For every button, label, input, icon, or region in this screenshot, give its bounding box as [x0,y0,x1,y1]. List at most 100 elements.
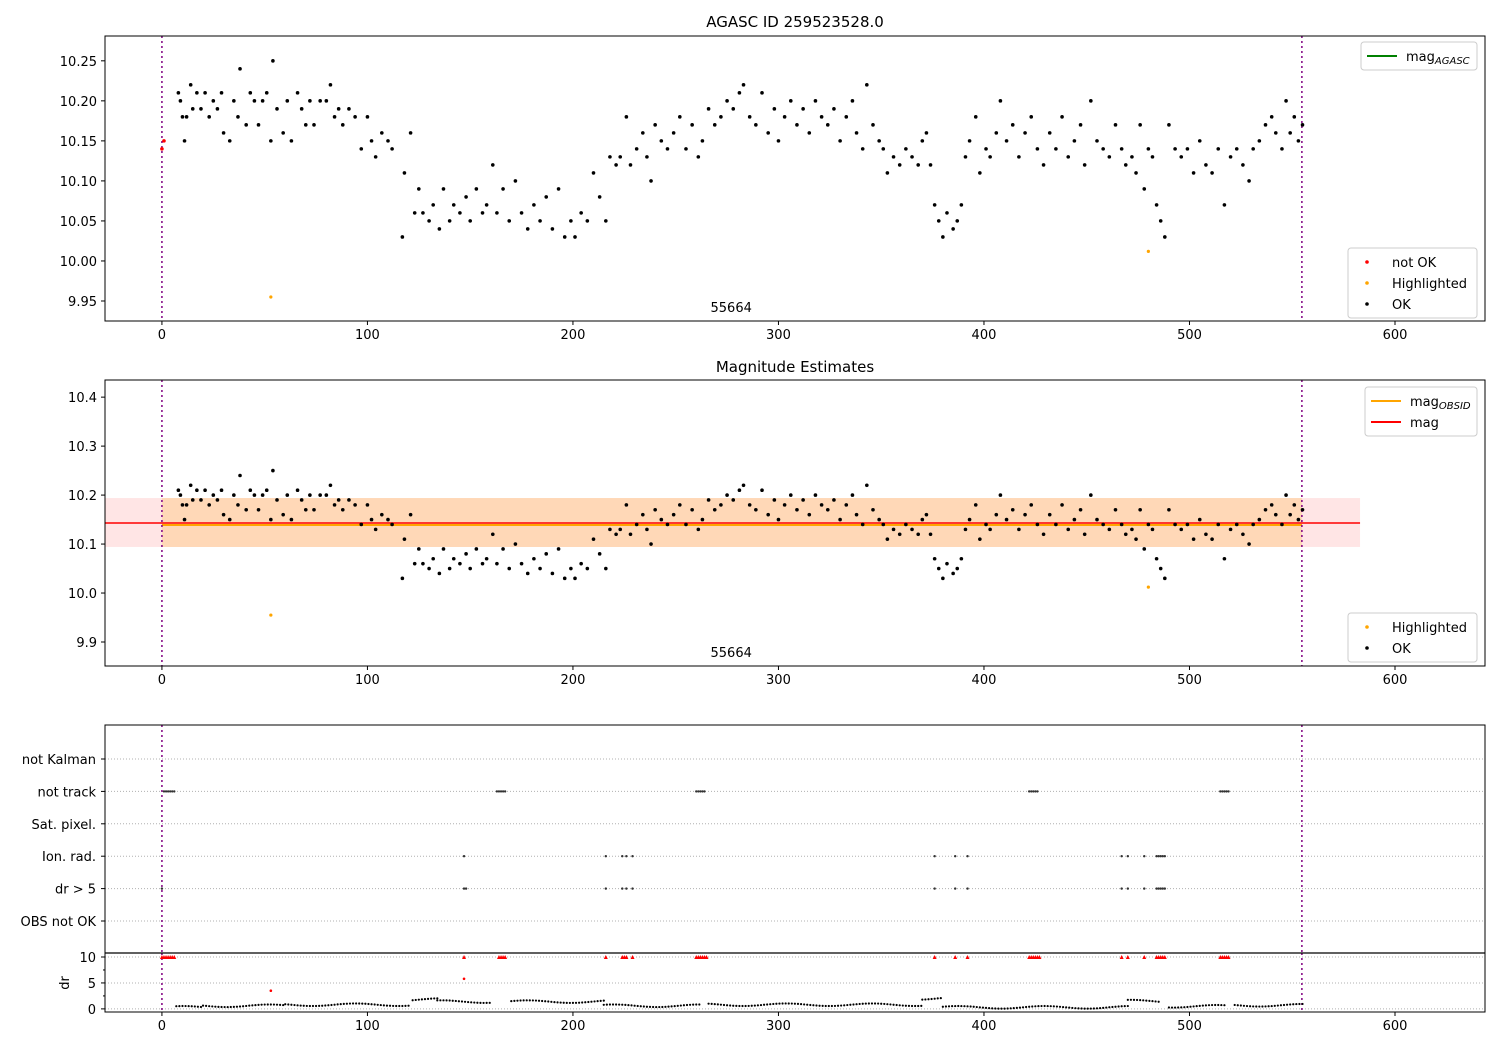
x-tick-label: 0 [158,328,166,343]
dr-point [809,1003,812,1007]
ok-point [844,503,849,507]
ok-point [190,107,195,111]
legend-marker-swatch [1365,260,1369,264]
dr-point [1267,1005,1270,1008]
dr-outlier-point [269,989,273,993]
dr-point [1065,1006,1068,1009]
dr-point [1261,1005,1264,1008]
ok-point [347,107,351,111]
dr-point [914,1004,917,1008]
ok-point [519,211,524,215]
flag-marker [703,790,706,793]
ok-point [1035,147,1040,151]
flag-marker [1163,887,1167,890]
ok-point [807,131,812,135]
ok-point [184,503,189,507]
ok-point [1146,522,1151,527]
flag-marker [164,790,168,793]
ok-point [706,498,711,502]
dr-point [385,1004,389,1007]
ok-point [1296,517,1301,522]
dr-point [1276,1004,1279,1007]
ok-point [1269,503,1274,507]
dr-point [725,1004,729,1007]
dr-point [648,1005,652,1009]
ok-point [248,91,253,95]
dr-point [436,999,439,1002]
ok-point [1101,147,1105,151]
x-tick-label: 600 [1383,673,1408,688]
not-ok-point [162,139,166,143]
ok-point [1241,163,1245,167]
legend-label: Highlighted [1392,621,1467,636]
ok-point [877,139,881,143]
x-tick-label: 500 [1177,1019,1202,1034]
dr-clipped-marker [624,954,629,959]
ok-point [766,512,770,517]
ok-point [719,115,723,119]
ok-point [1163,235,1167,239]
ok-point [275,107,279,111]
dr-point [1217,1003,1220,1007]
dr-point [581,1001,584,1004]
flag-marker [462,887,466,890]
dr-point [260,1003,263,1006]
ok-point [795,507,799,512]
y-tick-label: 10.0 [68,587,97,602]
ok-point [1146,147,1151,151]
ok-point [591,537,596,541]
dr-point [190,1005,193,1008]
flag-label-not-kalman: not Kalman [22,753,96,768]
x-tick-label: 400 [972,673,997,688]
flag-marker [497,790,501,793]
dr-point [342,1002,345,1005]
dr-point [772,1002,775,1006]
x-tick-label: 0 [158,1019,166,1034]
dr-point [364,1002,367,1005]
dr-point [1111,1005,1114,1009]
dr-point [1006,1007,1009,1010]
dr-point [1049,1005,1052,1008]
dr-point [299,1004,302,1007]
ok-point [188,83,193,87]
dr-point [861,1002,864,1005]
ok-point [904,522,908,527]
dr-point [278,1003,282,1006]
ok-point [1204,532,1208,537]
ok-point [1004,517,1009,522]
ok-point [624,503,629,507]
dr-point [476,1001,479,1004]
dr-point [864,1002,867,1005]
dr-point [373,1003,376,1006]
ok-point [865,483,869,488]
ok-point [865,83,869,87]
ok-point [1017,527,1021,532]
flag-marker [1143,887,1146,890]
ok-point [877,517,881,522]
dr-point [799,1003,803,1006]
dr-point [184,1004,187,1008]
ok-point [591,171,596,175]
y-tick-label: 10.2 [68,489,97,504]
dr-point [1098,1007,1102,1010]
ok-point [219,91,224,95]
dr-point [1077,1007,1080,1010]
dr-point [379,1003,382,1007]
dr-point [621,1003,624,1006]
ok-point [1142,547,1147,551]
dr-point [544,1000,547,1003]
dr-point [451,999,454,1002]
dr-point [611,1003,615,1006]
dr-clipped-marker [1125,954,1130,959]
dr-point [1177,1006,1180,1009]
dr-point [205,1004,208,1007]
ok-point [731,498,736,502]
ok-point [1292,503,1297,507]
ok-point [916,163,921,167]
ok-point [1280,147,1284,151]
ok-point [507,566,512,571]
dr-point [852,1003,855,1006]
dr-point [898,1004,901,1007]
obsid-annotation: 55664 [711,301,752,316]
ok-point [700,517,705,522]
